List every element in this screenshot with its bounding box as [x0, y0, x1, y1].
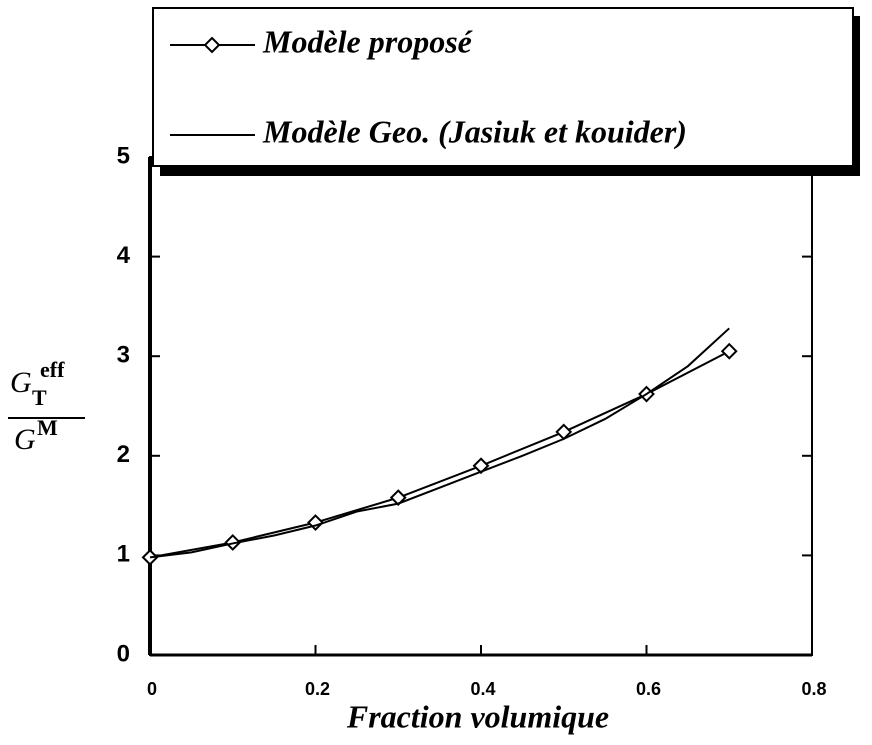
x-tick-label: 0.2: [305, 679, 330, 699]
y-tick-label: 2: [117, 441, 130, 468]
legend-marker: [203, 36, 221, 54]
y-tick-label: 1: [117, 541, 130, 568]
series-line: [149, 327, 730, 559]
ylabel-den-sup: M: [37, 415, 58, 440]
legend: Modèle proposé Modèle Geo. (Jasiuk et kou…: [152, 7, 860, 176]
marker: [389, 489, 407, 507]
ylabel-num-sub: T: [32, 385, 47, 410]
x-tick-label: 0.4: [470, 679, 495, 699]
plot-frame: [149, 156, 813, 656]
series-line: [149, 350, 730, 559]
x-tick-label: 0.6: [636, 679, 661, 699]
y-tick-label: 0: [117, 640, 130, 667]
x-tick-label: 0.8: [801, 679, 826, 699]
x-tick-label: 0: [147, 679, 157, 699]
x-axis-label: Fraction volumique: [346, 698, 609, 734]
legend-label: Modèle proposé: [262, 23, 474, 59]
ylabel-num-base: G: [10, 366, 32, 399]
y-tick-label: 4: [117, 242, 131, 269]
marker: [720, 342, 738, 360]
legend-box: [152, 7, 854, 167]
y-tick-label: 5: [117, 142, 130, 169]
y-axis-label: G T eff G M: [8, 357, 85, 456]
legend-label: Modèle Geo. (Jasiuk et kouider): [262, 113, 687, 149]
y-tick-label: 3: [117, 342, 130, 369]
ylabel-den-base: G: [14, 423, 36, 456]
ylabel-num-sup: eff: [40, 357, 65, 382]
